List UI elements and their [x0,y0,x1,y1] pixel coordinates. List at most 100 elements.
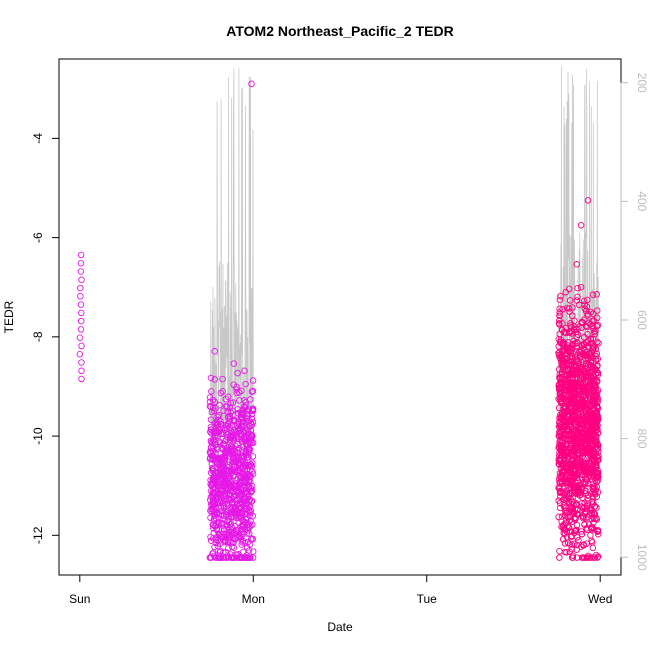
data-point [246,541,254,548]
data-point [556,305,563,313]
data-point [565,427,573,435]
data-point [77,284,84,292]
right-tick-label: 1000 [635,544,649,571]
data-point [220,504,228,512]
data-point [585,446,592,453]
data-point [207,444,215,452]
data-point [569,340,577,348]
y-tick-label: -4 [31,133,45,144]
data-point [566,541,574,548]
data-point [578,404,585,412]
data-point [556,475,563,483]
data-points [76,80,602,561]
data-point [573,297,581,304]
data-point [77,326,85,333]
data-point [556,430,563,437]
data-point [594,553,602,560]
data-point [590,382,597,390]
data-point [248,437,255,444]
data-point [573,526,580,534]
data-point [573,546,580,553]
data-point [574,284,581,292]
data-point [587,353,595,360]
data-point [221,470,228,477]
data-point [589,324,597,332]
data-point [245,461,252,468]
data-point [242,437,249,444]
data-point [230,514,238,521]
data-point [563,549,570,556]
data-point [574,488,582,496]
data-point [222,395,230,403]
data-point [594,528,601,535]
data-point [580,554,588,561]
data-point [587,336,595,343]
data-point [567,320,574,327]
data-point [245,547,253,554]
data-point [564,419,571,427]
data-point [207,423,215,431]
data-point [580,433,587,441]
data-point [77,251,85,259]
data-point [249,387,257,395]
data-point [560,459,567,467]
data-point [589,310,597,318]
data-point [571,358,578,365]
data-point [577,283,585,291]
data-point [555,513,562,521]
data-point [585,319,593,327]
data-point [232,442,239,450]
data-point [556,296,564,304]
data-point [216,401,223,409]
data-point [571,414,579,421]
data-point [247,478,254,486]
data-point [556,547,563,555]
data-point [238,433,245,441]
data-point [560,496,567,503]
data-point [557,395,564,403]
data-point [78,367,85,375]
data-point [206,398,214,406]
data-point [239,530,247,538]
data-point [77,301,85,308]
data-point [217,456,225,464]
data-point [213,525,220,532]
data-point [556,458,563,465]
data-point [580,367,588,374]
data-point [591,510,599,518]
data-point [238,489,245,497]
data-point [246,511,254,519]
data-point [595,456,602,464]
data-point [574,429,581,436]
data-point [210,535,217,542]
data-point [573,333,580,341]
data-point [215,554,223,561]
data-point [588,537,595,545]
data-point [558,375,566,383]
data-point [566,509,573,516]
right-tick-label: 600 [635,310,649,330]
data-point [592,439,599,447]
data-point [247,396,254,403]
data-point [584,197,592,204]
data-point [578,374,585,381]
data-point [558,326,566,334]
data-point [560,529,567,537]
data-point [226,491,234,498]
data-point [231,417,238,424]
data-point [228,501,236,508]
data-point [587,308,595,316]
data-point [580,421,588,429]
data-point [247,488,255,495]
data-point [584,352,591,360]
data-point [555,349,562,357]
data-point [568,436,575,443]
data-point [562,403,570,411]
data-point [577,443,585,450]
data-point [581,305,588,312]
data-point [225,544,232,552]
data-point [555,444,562,452]
data-point [561,512,569,519]
data-point [561,382,568,390]
data-point [247,427,255,434]
